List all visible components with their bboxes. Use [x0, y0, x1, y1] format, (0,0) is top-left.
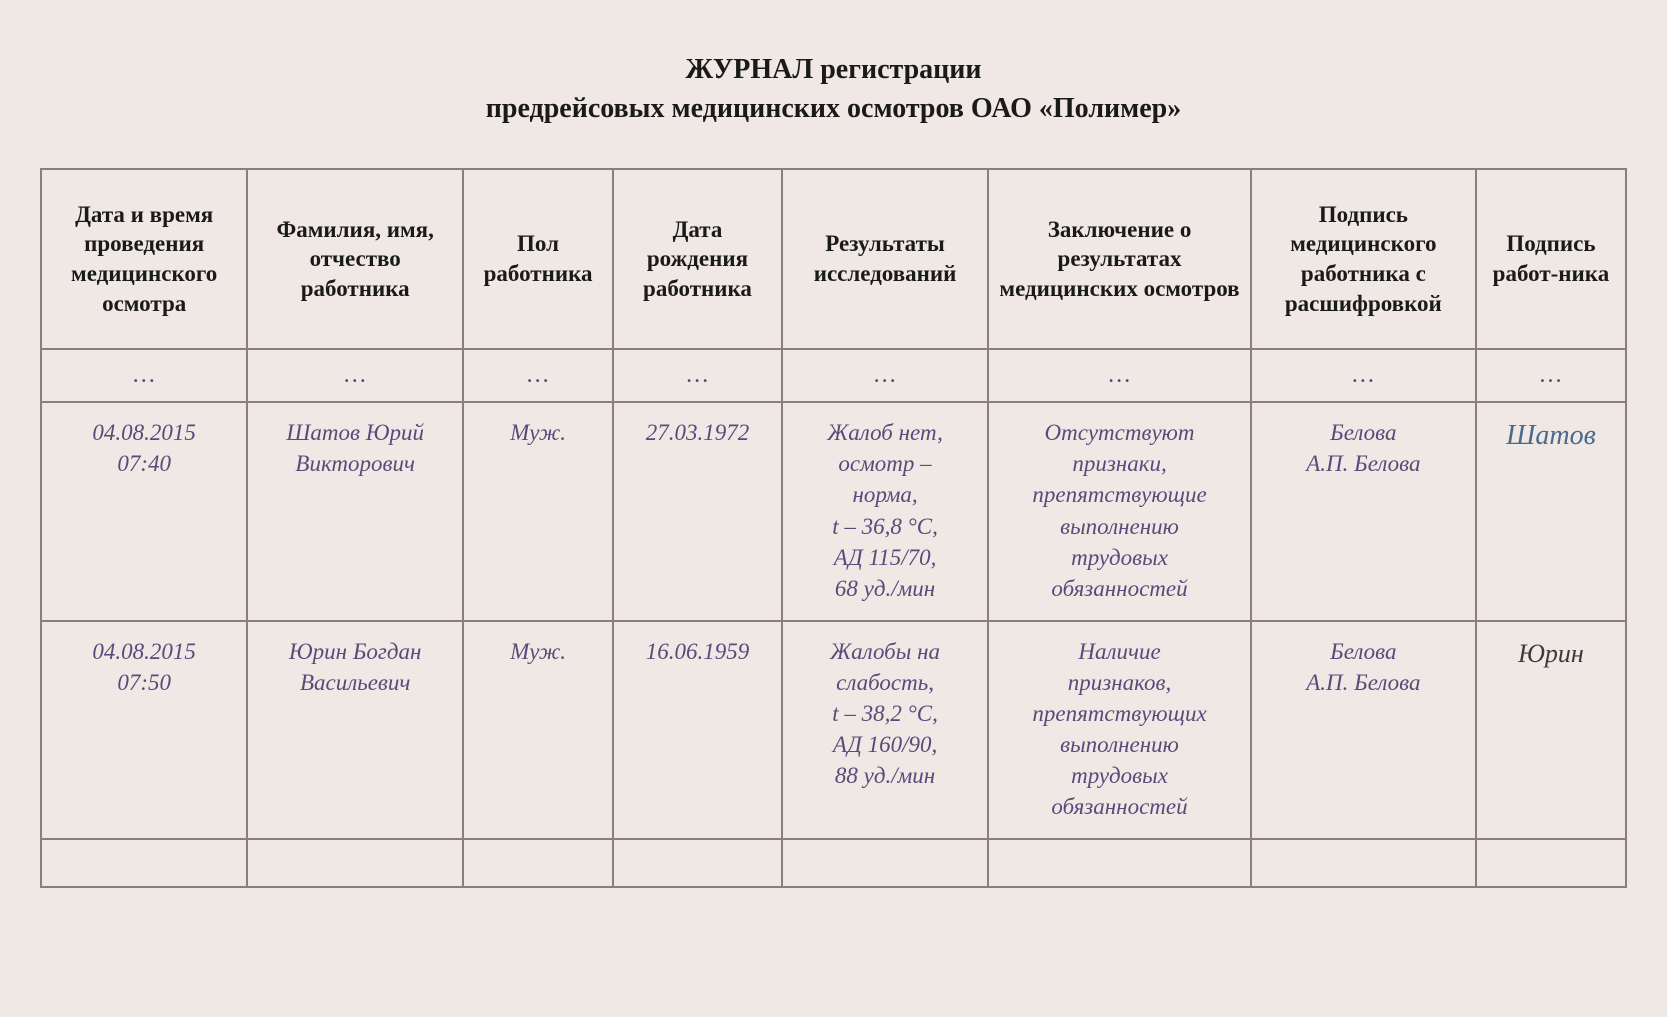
- col-header-conclusion: Заключение о результатах медицинских осм…: [988, 169, 1251, 349]
- cell-name: Юрин Богдан Васильевич: [247, 621, 463, 839]
- empty-cell: [247, 839, 463, 887]
- cell-workersign: Шатов: [1476, 402, 1626, 620]
- cell-results: Жалобы на слабость, t – 38,2 °С, АД 160/…: [782, 621, 988, 839]
- ellipsis-cell: …: [247, 349, 463, 402]
- table-header-row: Дата и время проведения медицинского осм…: [41, 169, 1626, 349]
- cell-workersign: Юрин: [1476, 621, 1626, 839]
- empty-cell: [988, 839, 1251, 887]
- ellipsis-cell: …: [613, 349, 782, 402]
- cell-birth: 27.03.1972: [613, 402, 782, 620]
- empty-cell: [41, 839, 247, 887]
- medical-exam-journal-table: Дата и время проведения медицинского осм…: [40, 168, 1627, 888]
- cell-medsign: Белова А.П. Белова: [1251, 402, 1476, 620]
- col-header-birth: Дата рождения работника: [613, 169, 782, 349]
- cell-medsign: Белова А.П. Белова: [1251, 621, 1476, 839]
- cell-results: Жалоб нет, осмотр – норма, t – 36,8 °С, …: [782, 402, 988, 620]
- ellipsis-row: … … … … … … … …: [41, 349, 1626, 402]
- cell-conclusion: Отсутствуют признаки, препятствующие вып…: [988, 402, 1251, 620]
- empty-cell: [1251, 839, 1476, 887]
- col-header-results: Результаты исследований: [782, 169, 988, 349]
- document-title: ЖУРНАЛ регистрации предрейсовых медицинс…: [40, 50, 1627, 128]
- signature-yurin: Юрин: [1518, 639, 1584, 668]
- ellipsis-cell: …: [463, 349, 613, 402]
- empty-row: [41, 839, 1626, 887]
- ellipsis-cell: …: [782, 349, 988, 402]
- cell-conclusion: Наличие признаков, препятствующих выполн…: [988, 621, 1251, 839]
- ellipsis-cell: …: [1476, 349, 1626, 402]
- cell-gender: Муж.: [463, 402, 613, 620]
- table-row: 04.08.2015 07:40 Шатов Юрий Викторович М…: [41, 402, 1626, 620]
- cell-birth: 16.06.1959: [613, 621, 782, 839]
- empty-cell: [782, 839, 988, 887]
- table-row: 04.08.2015 07:50 Юрин Богдан Васильевич …: [41, 621, 1626, 839]
- empty-cell: [613, 839, 782, 887]
- title-line-2: предрейсовых медицинских осмотров ОАО «П…: [40, 89, 1627, 128]
- cell-datetime: 04.08.2015 07:50: [41, 621, 247, 839]
- col-header-workersign: Подпись работ-ника: [1476, 169, 1626, 349]
- title-line-1: ЖУРНАЛ регистрации: [40, 50, 1627, 89]
- col-header-name: Фамилия, имя, отчество работника: [247, 169, 463, 349]
- col-header-medsign: Подпись медицинского работника с расшифр…: [1251, 169, 1476, 349]
- cell-datetime: 04.08.2015 07:40: [41, 402, 247, 620]
- signature-shatov: Шатов: [1506, 420, 1596, 451]
- col-header-datetime: Дата и время проведения медицинского осм…: [41, 169, 247, 349]
- empty-cell: [463, 839, 613, 887]
- ellipsis-cell: …: [41, 349, 247, 402]
- cell-name: Шатов Юрий Викторович: [247, 402, 463, 620]
- empty-cell: [1476, 839, 1626, 887]
- ellipsis-cell: …: [1251, 349, 1476, 402]
- ellipsis-cell: …: [988, 349, 1251, 402]
- col-header-gender: Пол работника: [463, 169, 613, 349]
- cell-gender: Муж.: [463, 621, 613, 839]
